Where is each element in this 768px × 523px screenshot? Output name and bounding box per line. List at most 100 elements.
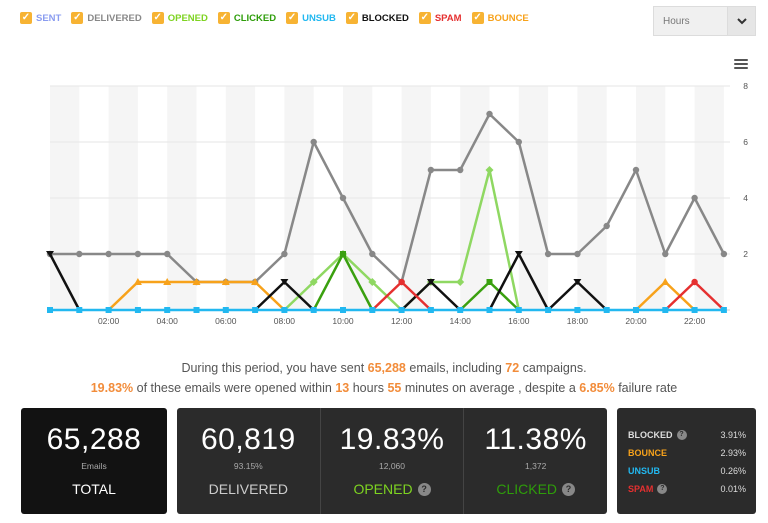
point-blocked[interactable]: [46, 251, 54, 257]
point-unsub[interactable]: [105, 307, 112, 313]
point-delivered[interactable]: [164, 250, 171, 258]
point-opened[interactable]: [368, 278, 377, 286]
point-bounce[interactable]: [192, 278, 201, 285]
point-unsub[interactable]: [76, 307, 83, 313]
point-unsub[interactable]: [603, 307, 610, 313]
x-tick-label: 02:00: [98, 316, 120, 326]
point-delivered[interactable]: [486, 110, 493, 118]
point-unsub[interactable]: [134, 307, 141, 313]
side-label-blocked: BLOCKED: [628, 430, 673, 440]
point-opened[interactable]: [309, 278, 318, 286]
total-caption: TOTAL: [21, 481, 167, 497]
checkbox-icon[interactable]: ✓: [217, 12, 230, 24]
point-delivered[interactable]: [369, 250, 376, 258]
point-delivered[interactable]: [603, 222, 610, 230]
checkbox-icon[interactable]: ✓: [345, 12, 358, 24]
point-bounce[interactable]: [251, 278, 260, 285]
legend-item-unsub[interactable]: ✓ UNSUB: [286, 12, 336, 24]
point-unsub[interactable]: [662, 307, 669, 313]
checkbox-icon[interactable]: ✓: [286, 12, 299, 24]
point-unsub[interactable]: [574, 307, 581, 313]
chevron-down-icon[interactable]: [727, 7, 755, 35]
side-label-spam: SPAM: [628, 484, 654, 494]
point-unsub[interactable]: [47, 307, 53, 313]
series-segment-blocked: [283, 280, 315, 312]
legend-item-bounce[interactable]: ✓ BOUNCE: [471, 12, 529, 24]
legend-item-clicked[interactable]: ✓ CLICKED: [217, 12, 276, 24]
point-unsub[interactable]: [486, 307, 493, 313]
point-blocked[interactable]: [573, 279, 582, 285]
point-unsub[interactable]: [720, 307, 727, 313]
point-delivered[interactable]: [310, 138, 317, 146]
legend-item-opened[interactable]: ✓ OPENED: [151, 12, 208, 24]
point-unsub[interactable]: [427, 307, 434, 313]
checkbox-icon[interactable]: ✓: [20, 12, 32, 24]
point-delivered[interactable]: [105, 250, 112, 258]
checkbox-icon[interactable]: ✓: [151, 12, 164, 24]
point-spam[interactable]: [691, 278, 698, 286]
point-delivered[interactable]: [720, 250, 728, 258]
point-unsub[interactable]: [281, 307, 288, 313]
total-caption-text: TOTAL: [72, 481, 116, 497]
point-delivered[interactable]: [134, 250, 142, 258]
opened-caption: OPENED?: [321, 481, 464, 497]
point-unsub[interactable]: [398, 307, 405, 313]
point-unsub[interactable]: [691, 307, 698, 313]
series-segment-delivered: [576, 224, 608, 256]
legend-item-spam[interactable]: ✓ SPAM: [418, 12, 462, 24]
point-opened[interactable]: [456, 278, 465, 286]
checkbox-icon[interactable]: ✓: [71, 12, 84, 24]
point-bounce[interactable]: [661, 278, 670, 285]
point-unsub[interactable]: [633, 307, 639, 313]
point-unsub[interactable]: [164, 307, 171, 313]
point-unsub[interactable]: [369, 307, 376, 313]
chart-menu-icon[interactable]: [734, 59, 748, 69]
legend-item-blocked[interactable]: ✓ BLOCKED: [345, 12, 409, 24]
point-delivered[interactable]: [632, 166, 640, 174]
point-blocked[interactable]: [280, 279, 289, 285]
point-unsub[interactable]: [222, 307, 229, 313]
help-icon[interactable]: ?: [657, 484, 668, 494]
point-bounce[interactable]: [133, 278, 142, 285]
point-delivered[interactable]: [662, 250, 669, 258]
point-delivered[interactable]: [457, 166, 464, 174]
point-spam[interactable]: [398, 278, 405, 286]
point-unsub[interactable]: [515, 307, 522, 313]
series-segment-delivered: [664, 196, 696, 256]
point-unsub[interactable]: [340, 307, 346, 313]
point-delivered[interactable]: [574, 250, 581, 258]
point-delivered[interactable]: [281, 250, 288, 258]
point-unsub[interactable]: [193, 307, 200, 313]
x-tick-label: 10:00: [332, 316, 354, 326]
checkbox-icon[interactable]: ✓: [418, 12, 431, 24]
point-unsub[interactable]: [252, 307, 259, 313]
checkbox-icon[interactable]: ✓: [471, 12, 484, 24]
legend-item-delivered[interactable]: ✓ DELIVERED: [71, 12, 142, 24]
point-clicked[interactable]: [486, 279, 493, 285]
point-delivered[interactable]: [427, 166, 435, 174]
point-blocked[interactable]: [514, 251, 523, 257]
point-bounce[interactable]: [221, 278, 230, 285]
granularity-select[interactable]: Hours: [653, 6, 756, 36]
legend-item-sent[interactable]: ✓ SENT: [20, 12, 61, 24]
point-unsub[interactable]: [457, 307, 464, 313]
point-unsub[interactable]: [310, 307, 317, 313]
help-icon[interactable]: ?: [562, 482, 576, 496]
point-unsub[interactable]: [545, 307, 552, 313]
y-tick-label: 8: [743, 81, 748, 91]
point-bounce[interactable]: [163, 278, 172, 285]
x-tick-label: 04:00: [157, 316, 179, 326]
legend-label-unsub: UNSUB: [302, 12, 336, 24]
point-delivered[interactable]: [339, 194, 347, 202]
point-delivered[interactable]: [76, 250, 83, 258]
point-delivered[interactable]: [515, 138, 522, 146]
summary-open-rate: 19.83%: [90, 381, 134, 395]
point-delivered[interactable]: [544, 250, 552, 258]
help-icon[interactable]: ?: [417, 482, 431, 496]
point-opened[interactable]: [485, 166, 494, 174]
point-delivered[interactable]: [691, 194, 698, 202]
help-icon[interactable]: ?: [676, 430, 687, 440]
point-clicked[interactable]: [340, 251, 346, 257]
delivered-sub: 93.15%: [233, 461, 263, 471]
point-blocked[interactable]: [426, 279, 435, 285]
